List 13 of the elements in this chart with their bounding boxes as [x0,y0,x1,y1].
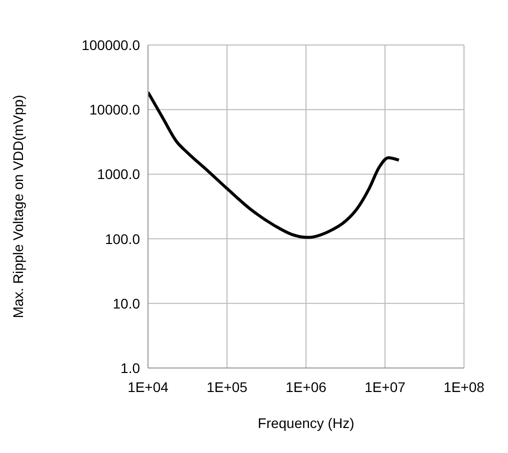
x-tick-label: 1E+07 [364,378,406,395]
y-axis-title: Max. Ripple Voltage on VDD(mVpp) [10,94,26,318]
x-tick-label: 1E+06 [286,378,327,395]
x-tick-label: 1E+08 [444,378,485,395]
x-axis-title: Frequency (Hz) [258,415,354,431]
x-tick-label: 1E+04 [128,378,169,395]
x-tick-label: 1E+05 [206,378,248,395]
y-tick-label: 10.0 [112,295,140,312]
y-tick-label: 1000.0 [97,166,140,182]
y-tick-label: 1.0 [120,360,140,376]
y-tick-label: 100000.0 [82,36,140,53]
y-tick-label: 10000.0 [89,102,140,118]
y-tick-label: 100.0 [104,230,140,247]
